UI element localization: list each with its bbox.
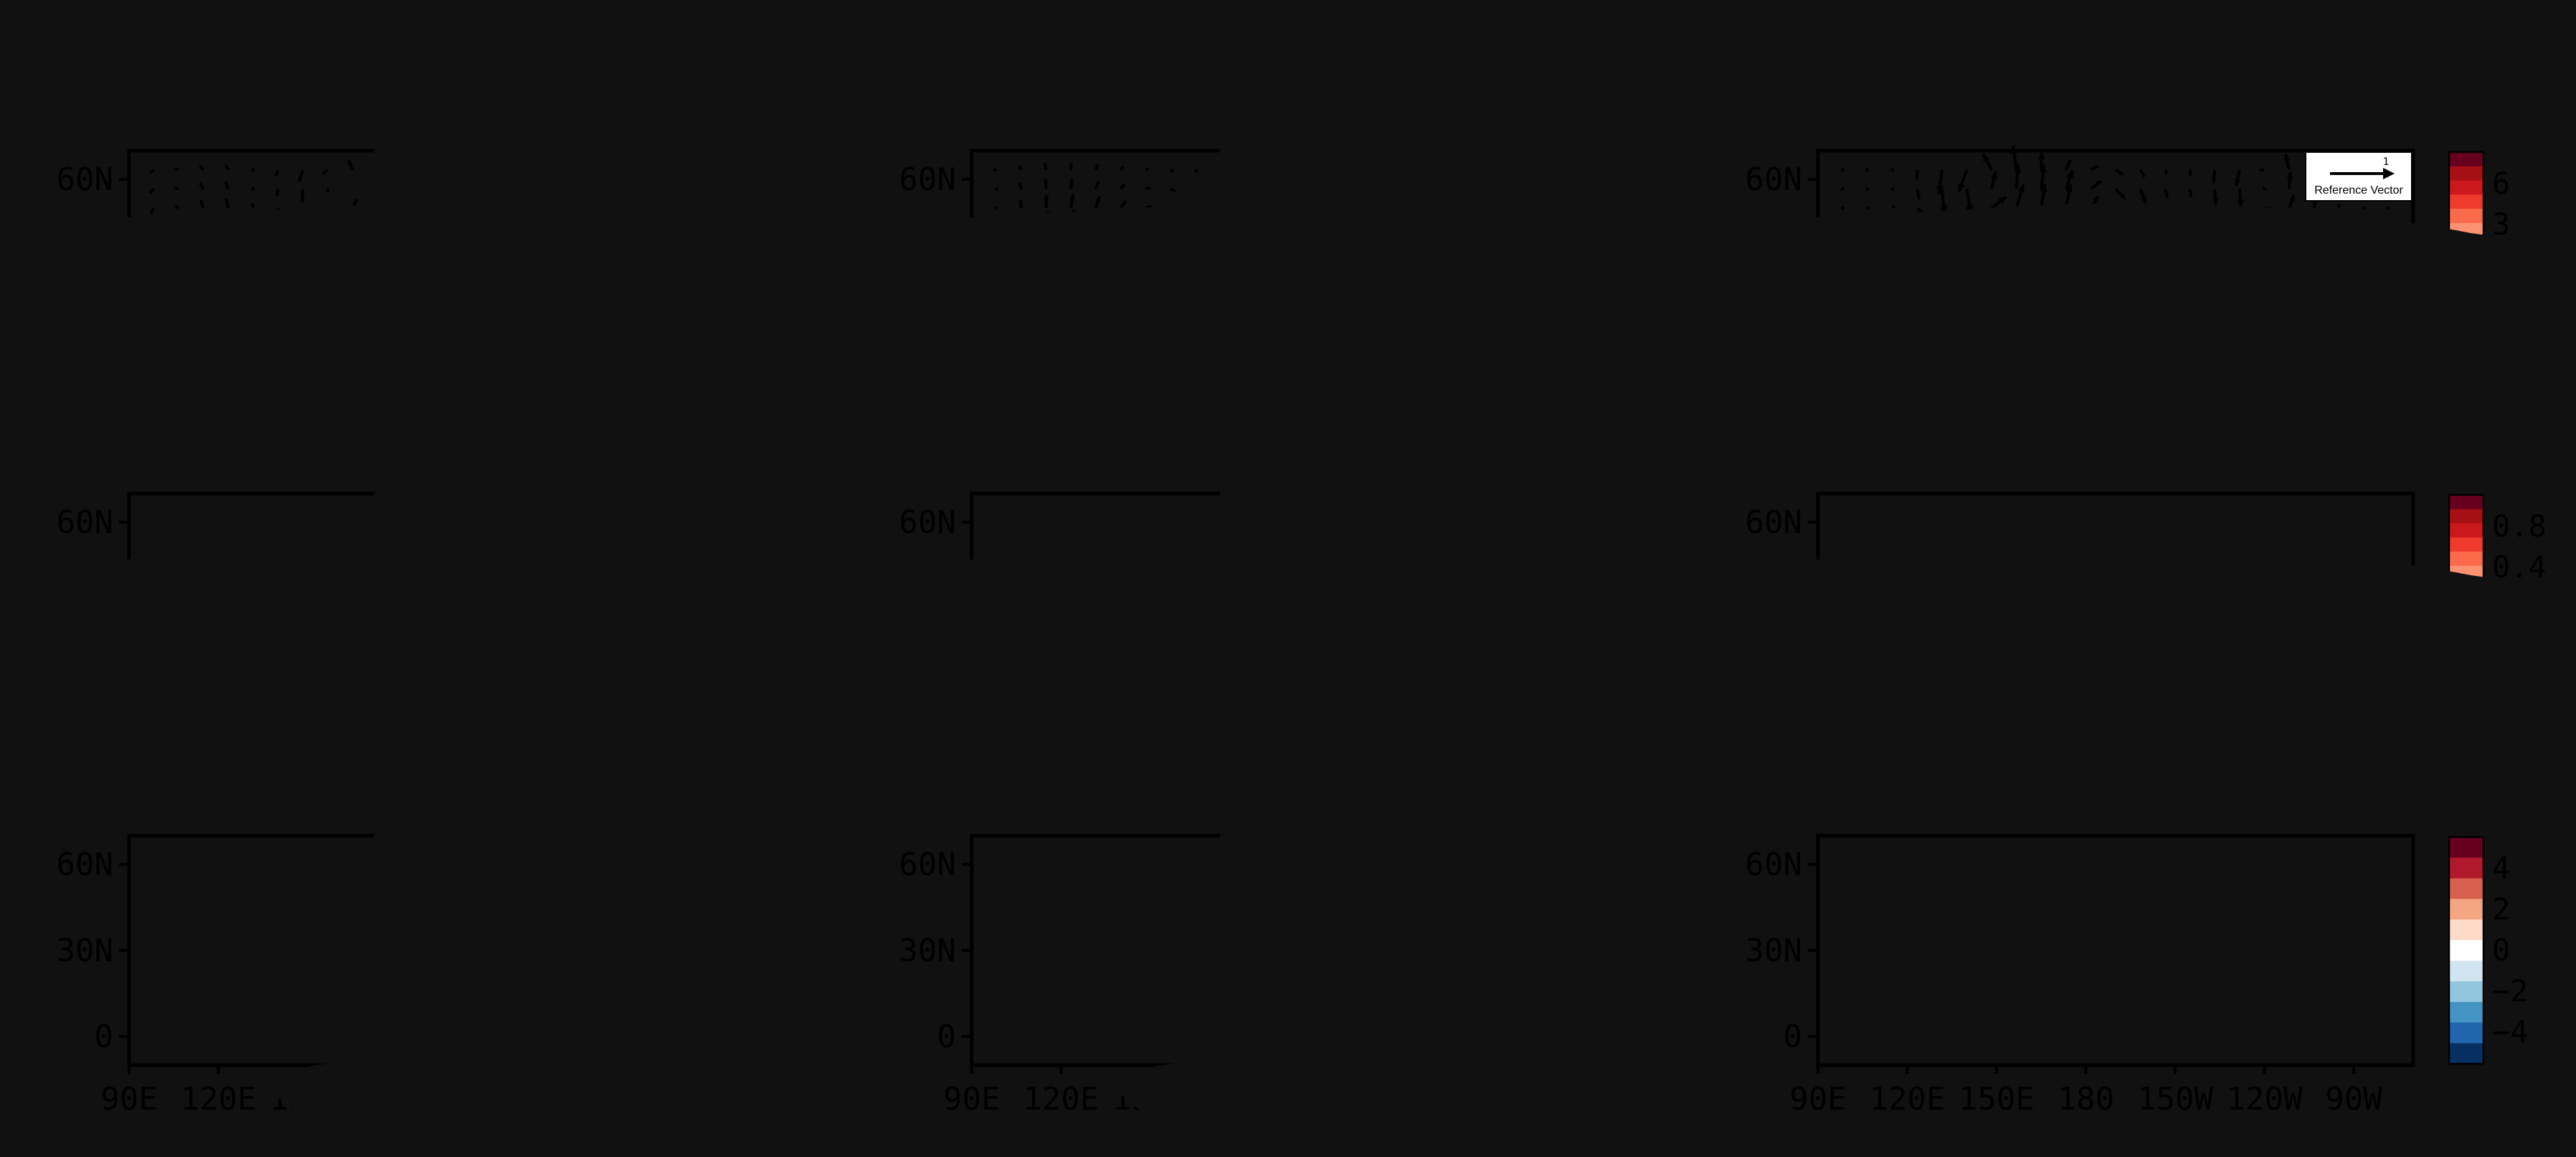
x-tick-label: 120E — [1870, 1081, 1946, 1118]
reference-vector: 1 Reference Vector — [2305, 151, 2412, 202]
y-tick-label: 0 — [937, 1019, 957, 1055]
y-tick-label: 60N — [1746, 504, 1802, 541]
y-tick-label: 60N — [57, 504, 113, 541]
y-tick-label: 30N — [899, 932, 956, 969]
colorbar-tick-label: 0 — [2492, 932, 2510, 968]
y-tick-label: 0 — [95, 1019, 114, 1055]
y-tick-label: 60N — [899, 846, 956, 883]
y-tick-label: 60N — [57, 161, 113, 198]
y-tick-label: 60N — [899, 504, 956, 541]
colorbar-tick-label: 0.8 — [2492, 509, 2547, 544]
x-tick-label: 180 — [2058, 1081, 2114, 1118]
colorbar-tick-label: 0.4 — [2492, 549, 2547, 585]
reference-vector-magnitude: 1 — [2383, 156, 2389, 168]
colorbar-tick-label: 6 — [2492, 166, 2510, 201]
colorbar-tick-label: −4 — [2492, 1014, 2529, 1049]
colorbar: 4 2 0 −2 −4 — [2448, 836, 2529, 1065]
x-tick-label: 150E — [1959, 1081, 2035, 1118]
y-tick-label: 30N — [1746, 932, 1802, 969]
y-tick-label: 60N — [57, 846, 113, 883]
y-tick-label: 60N — [1746, 161, 1802, 198]
x-tick-label: 90E — [943, 1081, 1000, 1118]
colorbar-tick-label: 2 — [2492, 892, 2510, 927]
colorbar-tick-label: −2 — [2492, 973, 2529, 1009]
y-tick-label: 30N — [57, 932, 113, 969]
colorbar-tick-label: 3 — [2492, 207, 2510, 242]
x-tick-label: 120E — [1023, 1081, 1099, 1118]
coastline — [1818, 840, 2407, 1056]
x-tick-label: 90W — [2325, 1081, 2382, 1118]
colorbar-tick-label: 4 — [2492, 851, 2510, 886]
x-tick-label: 150W — [2137, 1081, 2213, 1118]
y-tick-label: 60N — [1746, 846, 1802, 883]
y-tick-label: 60N — [899, 161, 956, 198]
reference-vector-label: Reference Vector — [2314, 184, 2403, 197]
x-tick-label: 120E — [181, 1081, 257, 1118]
x-tick-label: 120W — [2227, 1081, 2303, 1118]
x-tick-label: 90E — [1789, 1081, 1846, 1118]
x-tick-label: 90E — [100, 1081, 157, 1118]
y-tick-label: 0 — [1784, 1019, 1803, 1055]
